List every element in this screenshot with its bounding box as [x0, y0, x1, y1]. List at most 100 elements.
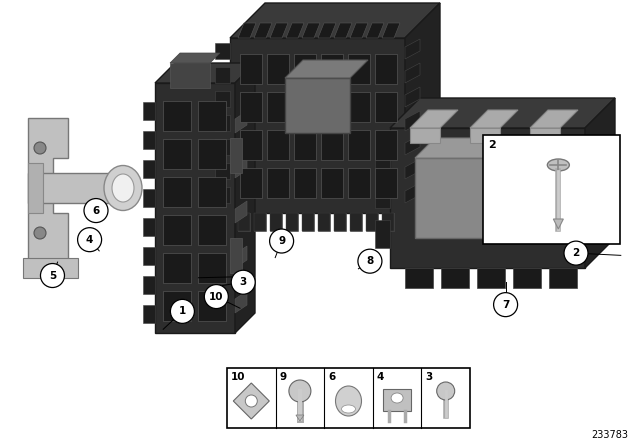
Polygon shape: [28, 118, 68, 263]
Bar: [230, 138, 242, 173]
Bar: [215, 67, 230, 83]
Bar: [143, 160, 155, 178]
Bar: [143, 102, 155, 120]
Circle shape: [170, 299, 195, 323]
Bar: [375, 180, 390, 208]
Bar: [321, 168, 343, 198]
Text: 1: 1: [179, 306, 186, 316]
Polygon shape: [170, 53, 220, 63]
Bar: [549, 268, 577, 288]
Polygon shape: [350, 23, 368, 38]
Bar: [334, 213, 346, 231]
Bar: [240, 168, 262, 198]
Bar: [163, 215, 191, 245]
Polygon shape: [235, 291, 247, 313]
Bar: [415, 158, 545, 238]
Bar: [215, 43, 230, 59]
Bar: [198, 215, 226, 245]
Bar: [286, 213, 298, 231]
Text: 10: 10: [209, 292, 223, 302]
Bar: [254, 213, 266, 231]
Bar: [240, 130, 262, 160]
Polygon shape: [254, 23, 272, 38]
Bar: [483, 135, 620, 244]
Polygon shape: [405, 87, 420, 107]
Bar: [238, 213, 250, 231]
Bar: [286, 213, 298, 231]
Bar: [410, 128, 440, 143]
Polygon shape: [302, 23, 320, 38]
Bar: [375, 92, 397, 122]
Text: 6: 6: [328, 372, 335, 382]
Bar: [405, 268, 433, 288]
Polygon shape: [585, 98, 615, 268]
Circle shape: [358, 249, 382, 273]
Polygon shape: [235, 201, 247, 223]
Polygon shape: [405, 159, 420, 179]
Bar: [238, 213, 250, 231]
Bar: [366, 213, 378, 231]
Ellipse shape: [342, 405, 355, 413]
Bar: [321, 130, 343, 160]
Bar: [198, 139, 226, 169]
Ellipse shape: [335, 386, 362, 416]
Polygon shape: [318, 23, 336, 38]
Circle shape: [34, 142, 46, 154]
Text: 6: 6: [92, 206, 100, 215]
Circle shape: [204, 284, 228, 309]
Ellipse shape: [547, 159, 570, 171]
Polygon shape: [235, 156, 247, 178]
Bar: [470, 128, 500, 143]
Bar: [285, 78, 350, 133]
Bar: [227, 368, 470, 428]
Bar: [254, 213, 266, 231]
Bar: [143, 247, 155, 265]
Polygon shape: [405, 3, 440, 213]
Polygon shape: [234, 383, 269, 419]
Bar: [321, 54, 343, 84]
Text: 10: 10: [231, 372, 246, 382]
Polygon shape: [366, 23, 384, 38]
Bar: [267, 130, 289, 160]
Polygon shape: [470, 110, 518, 128]
Bar: [294, 130, 316, 160]
Circle shape: [84, 198, 108, 223]
Bar: [240, 92, 262, 122]
Bar: [163, 139, 191, 169]
Bar: [198, 253, 226, 283]
Text: 8: 8: [366, 256, 374, 266]
Circle shape: [34, 227, 46, 239]
Bar: [198, 291, 226, 321]
Text: 9: 9: [280, 372, 287, 382]
Bar: [350, 213, 362, 231]
Bar: [513, 268, 541, 288]
Bar: [477, 268, 505, 288]
Bar: [240, 54, 262, 84]
Bar: [348, 130, 370, 160]
Bar: [334, 213, 346, 231]
Circle shape: [289, 380, 311, 402]
Bar: [318, 213, 330, 231]
Polygon shape: [405, 111, 420, 131]
Bar: [375, 130, 397, 160]
Polygon shape: [334, 23, 352, 38]
Bar: [318, 213, 330, 231]
Bar: [348, 54, 370, 84]
Polygon shape: [390, 98, 615, 128]
Bar: [170, 63, 210, 88]
Polygon shape: [230, 3, 440, 38]
Bar: [348, 92, 370, 122]
Bar: [198, 177, 226, 207]
Bar: [143, 276, 155, 294]
Polygon shape: [238, 23, 256, 38]
Polygon shape: [235, 246, 247, 268]
Bar: [143, 218, 155, 236]
Bar: [230, 238, 242, 273]
Circle shape: [231, 270, 255, 294]
Polygon shape: [554, 219, 563, 229]
Text: 233783: 233783: [591, 430, 628, 440]
Bar: [163, 177, 191, 207]
Circle shape: [436, 382, 454, 400]
Bar: [294, 168, 316, 198]
Bar: [383, 389, 411, 411]
